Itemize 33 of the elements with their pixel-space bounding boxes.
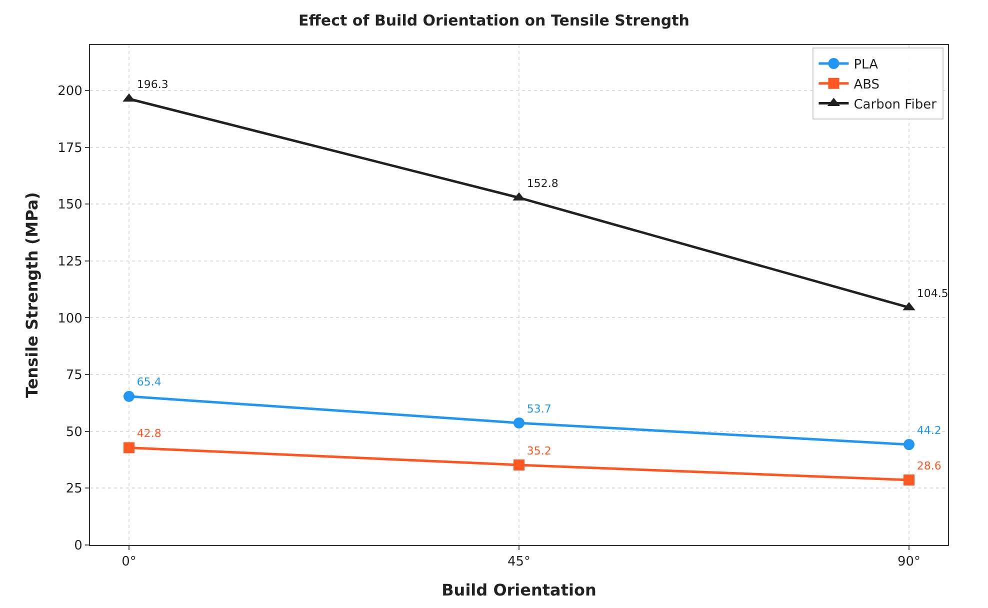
point [124, 442, 134, 454]
point [514, 417, 524, 428]
y-tick-label: 175 [58, 140, 82, 156]
legend-label: Carbon Fiber [854, 97, 938, 112]
legend-label: ABS [854, 77, 880, 92]
data-label: 44.2 [916, 424, 942, 437]
point [904, 474, 914, 486]
data-label: 28.6 [916, 459, 942, 472]
data-label: 152.8 [526, 177, 558, 190]
y-tick-label: 200 [58, 84, 82, 99]
point [514, 460, 524, 470]
point [124, 390, 134, 402]
y-tick-label: 100 [58, 311, 82, 326]
x-tick-label: 0° [122, 554, 136, 570]
y-tick-label: 75 [66, 368, 82, 384]
y-axis-title: Tensile Strength (MPa) [22, 192, 42, 398]
legend-label: PLA [854, 58, 878, 73]
y-tick-label: 125 [58, 254, 82, 270]
data-label: 104.5 [916, 286, 948, 300]
data-label: 196.3 [136, 78, 168, 92]
point [904, 439, 914, 450]
x-axis-title: Build Orientation [442, 580, 596, 600]
data-label: 65.4 [136, 376, 162, 389]
x-tick-label: 90° [897, 554, 921, 570]
data-label: 35.2 [526, 444, 552, 458]
data-label: 42.8 [136, 427, 162, 440]
y-tick-label: 25 [66, 482, 82, 497]
y-tick-label: 0 [74, 538, 82, 554]
y-tick-label: 50 [66, 424, 82, 440]
chart-title: Effect of Build Orientation on Tensile Strength [298, 12, 690, 30]
x-tick-label: 45° [507, 554, 531, 570]
data-label: 53.7 [526, 402, 552, 416]
y-tick-label: 150 [58, 198, 82, 213]
